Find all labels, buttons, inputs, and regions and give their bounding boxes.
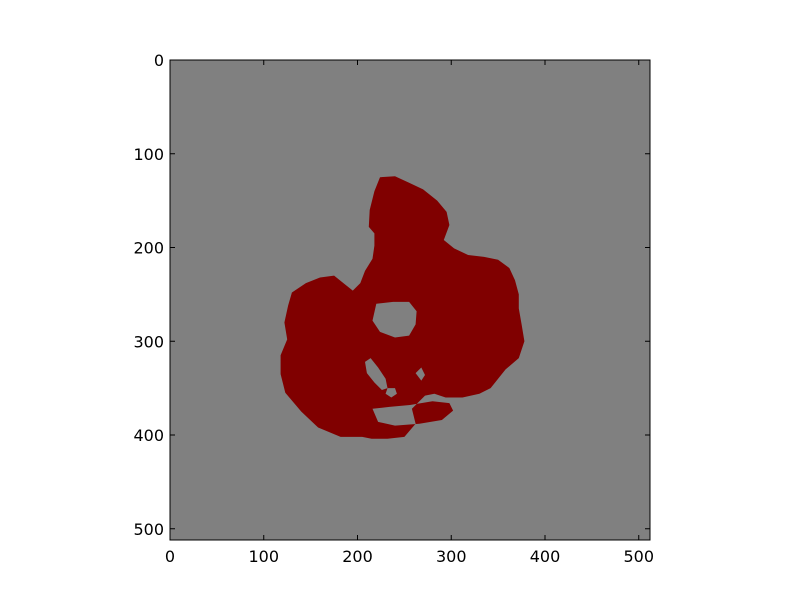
x-tick-label: 300 (436, 547, 467, 566)
plot-area (169, 59, 651, 541)
y-tick-label: 200 (133, 239, 164, 258)
y-tick-label: 300 (133, 332, 164, 351)
x-tick-label: 100 (248, 547, 279, 566)
x-tick-label: 200 (342, 547, 373, 566)
x-axis: 0 100 200 300 400 500 (165, 60, 654, 566)
x-tick-label: 500 (623, 547, 654, 566)
y-tick-label: 400 (133, 426, 164, 445)
y-tick-label: 100 (133, 145, 164, 164)
x-tick-label: 400 (530, 547, 561, 566)
y-tick-label: 0 (154, 51, 164, 70)
x-tick-label: 0 (165, 547, 175, 566)
plot-frame (169, 59, 651, 541)
y-tick-label: 500 (133, 520, 164, 539)
segmentation-mask (280, 176, 525, 439)
y-axis: 0 100 200 300 400 500 (133, 51, 650, 539)
